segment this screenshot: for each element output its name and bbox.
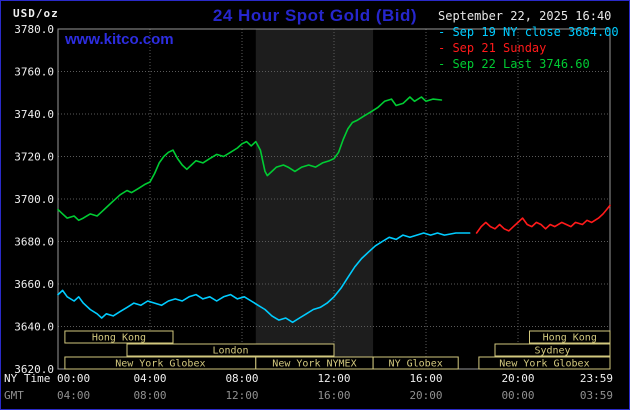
datetime-label: September 22, 2025 16:40 xyxy=(438,9,612,23)
session-label-london: London xyxy=(212,346,248,357)
y-tick-label: 3700.0 xyxy=(14,193,54,206)
y-tick-label: 3640.0 xyxy=(14,321,54,334)
legend-label: Sep 22 Last 3746.60 xyxy=(452,57,590,71)
x-tick-gmt-label: 03:59 xyxy=(580,389,613,402)
x-tick-ny-label: 00:00 xyxy=(57,372,90,385)
legend-dash-marker: - xyxy=(438,41,453,55)
kitco-watermark-link[interactable]: www.kitco.com xyxy=(65,31,174,48)
session-box-new-york-globex xyxy=(478,356,611,370)
session-label-ny-globex: NY Globex xyxy=(389,359,443,370)
units-label: USD/oz xyxy=(13,7,59,20)
chart-title: 24 Hour Spot Gold (Bid) xyxy=(212,6,418,25)
session-label-hong-kong: Hong Kong xyxy=(543,333,597,344)
y-tick-label: 3760.0 xyxy=(14,66,54,79)
legend-dash-marker: - xyxy=(438,57,453,71)
legend-label: Sep 19 NY close 3684.00 xyxy=(452,25,619,39)
legend: - Sep 19 NY close 3684.00- Sep 21 Sunday… xyxy=(438,24,619,72)
y-tick-label: 3620.0 xyxy=(14,363,54,376)
legend-item: - Sep 19 NY close 3684.00 xyxy=(438,24,619,40)
x-tick-ny-label: 04:00 xyxy=(133,372,166,385)
y-tick-label: 3720.0 xyxy=(14,151,54,164)
session-label-new-york-globex: New York Globex xyxy=(499,359,589,370)
x-tick-ny-label: 16:00 xyxy=(409,372,442,385)
x-axis-ny-time-label: NY Time xyxy=(4,372,50,385)
session-box-ny-globex xyxy=(372,356,459,370)
legend-item: - Sep 22 Last 3746.60 xyxy=(438,56,619,72)
price-line-sep-21-sunday xyxy=(475,204,611,234)
x-tick-ny-label: 08:00 xyxy=(225,372,258,385)
session-box-sydney xyxy=(494,343,611,357)
session-label-new-york-globex: New York Globex xyxy=(115,359,205,370)
x-tick-ny-label: 23:59 xyxy=(580,372,613,385)
x-tick-gmt-label: 20:00 xyxy=(409,389,442,402)
x-tick-gmt-label: 16:00 xyxy=(317,389,350,402)
legend-item: - Sep 21 Sunday xyxy=(438,40,619,56)
session-label-sydney: Sydney xyxy=(534,346,570,357)
x-tick-gmt-label: 08:00 xyxy=(133,389,166,402)
price-line-sep-19-ny-close xyxy=(57,232,471,324)
session-label-new-york-nymex: New York NYMEX xyxy=(272,359,356,370)
y-tick-label: 3680.0 xyxy=(14,236,54,249)
nymex-session-band xyxy=(255,29,374,369)
price-line-sep-22 xyxy=(57,96,443,222)
session-box-hong-kong xyxy=(64,330,174,344)
x-tick-gmt-label: 00:00 xyxy=(501,389,534,402)
y-tick-label: 3740.0 xyxy=(14,108,54,121)
x-tick-gmt-label: 04:00 xyxy=(57,389,90,402)
y-tick-label: 3660.0 xyxy=(14,278,54,291)
x-tick-ny-label: 20:00 xyxy=(501,372,534,385)
session-box-hong-kong xyxy=(529,330,611,344)
session-label-hong-kong: Hong Kong xyxy=(92,333,146,344)
legend-label: Sep 21 Sunday xyxy=(452,41,547,55)
legend-dash-marker: - xyxy=(438,25,453,39)
y-tick-label: 3780.0 xyxy=(14,23,54,36)
x-tick-gmt-label: 12:00 xyxy=(225,389,258,402)
x-axis-gmt-label: GMT xyxy=(4,389,24,402)
session-box-london xyxy=(126,343,335,357)
x-tick-ny-label: 12:00 xyxy=(317,372,350,385)
